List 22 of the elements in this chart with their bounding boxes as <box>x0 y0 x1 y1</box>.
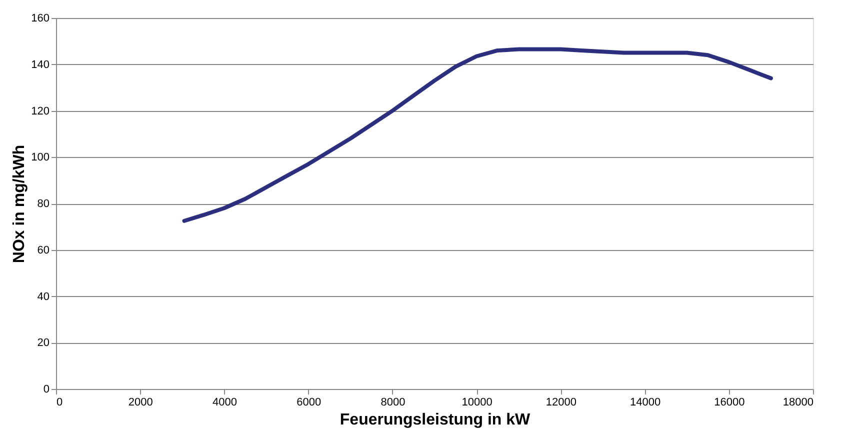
x-tick-label: 2000 <box>128 396 153 408</box>
y-tick-label: 80 <box>37 198 50 210</box>
x-tick-label: 12000 <box>546 396 576 408</box>
x-tick-label: 16000 <box>714 396 745 408</box>
y-tick-label: 60 <box>37 244 50 256</box>
x-tick-label: 8000 <box>380 396 406 408</box>
y-tick-label: 20 <box>37 337 50 350</box>
y-tick-label: 140 <box>31 58 50 71</box>
y-tick-label: 100 <box>31 152 50 164</box>
y-axis-title: NOx in mg/kWh <box>11 144 28 264</box>
x-tick-label: 18000 <box>782 396 814 408</box>
x-tick-label: 14000 <box>630 396 661 408</box>
y-tick-label: 40 <box>37 290 50 303</box>
x-tick-label: 6000 <box>296 396 322 408</box>
x-tick-label: 4000 <box>212 396 237 408</box>
line-series <box>182 47 773 223</box>
y-tick-label: 120 <box>31 105 50 118</box>
y-tick-label: 0 <box>43 384 50 396</box>
x-tick-label: 10000 <box>462 396 492 408</box>
x-axis-title: Feuerungsleistung in kW <box>340 412 532 428</box>
y-tick-label: 160 <box>31 12 50 24</box>
x-tick-label: 0 <box>56 396 63 408</box>
